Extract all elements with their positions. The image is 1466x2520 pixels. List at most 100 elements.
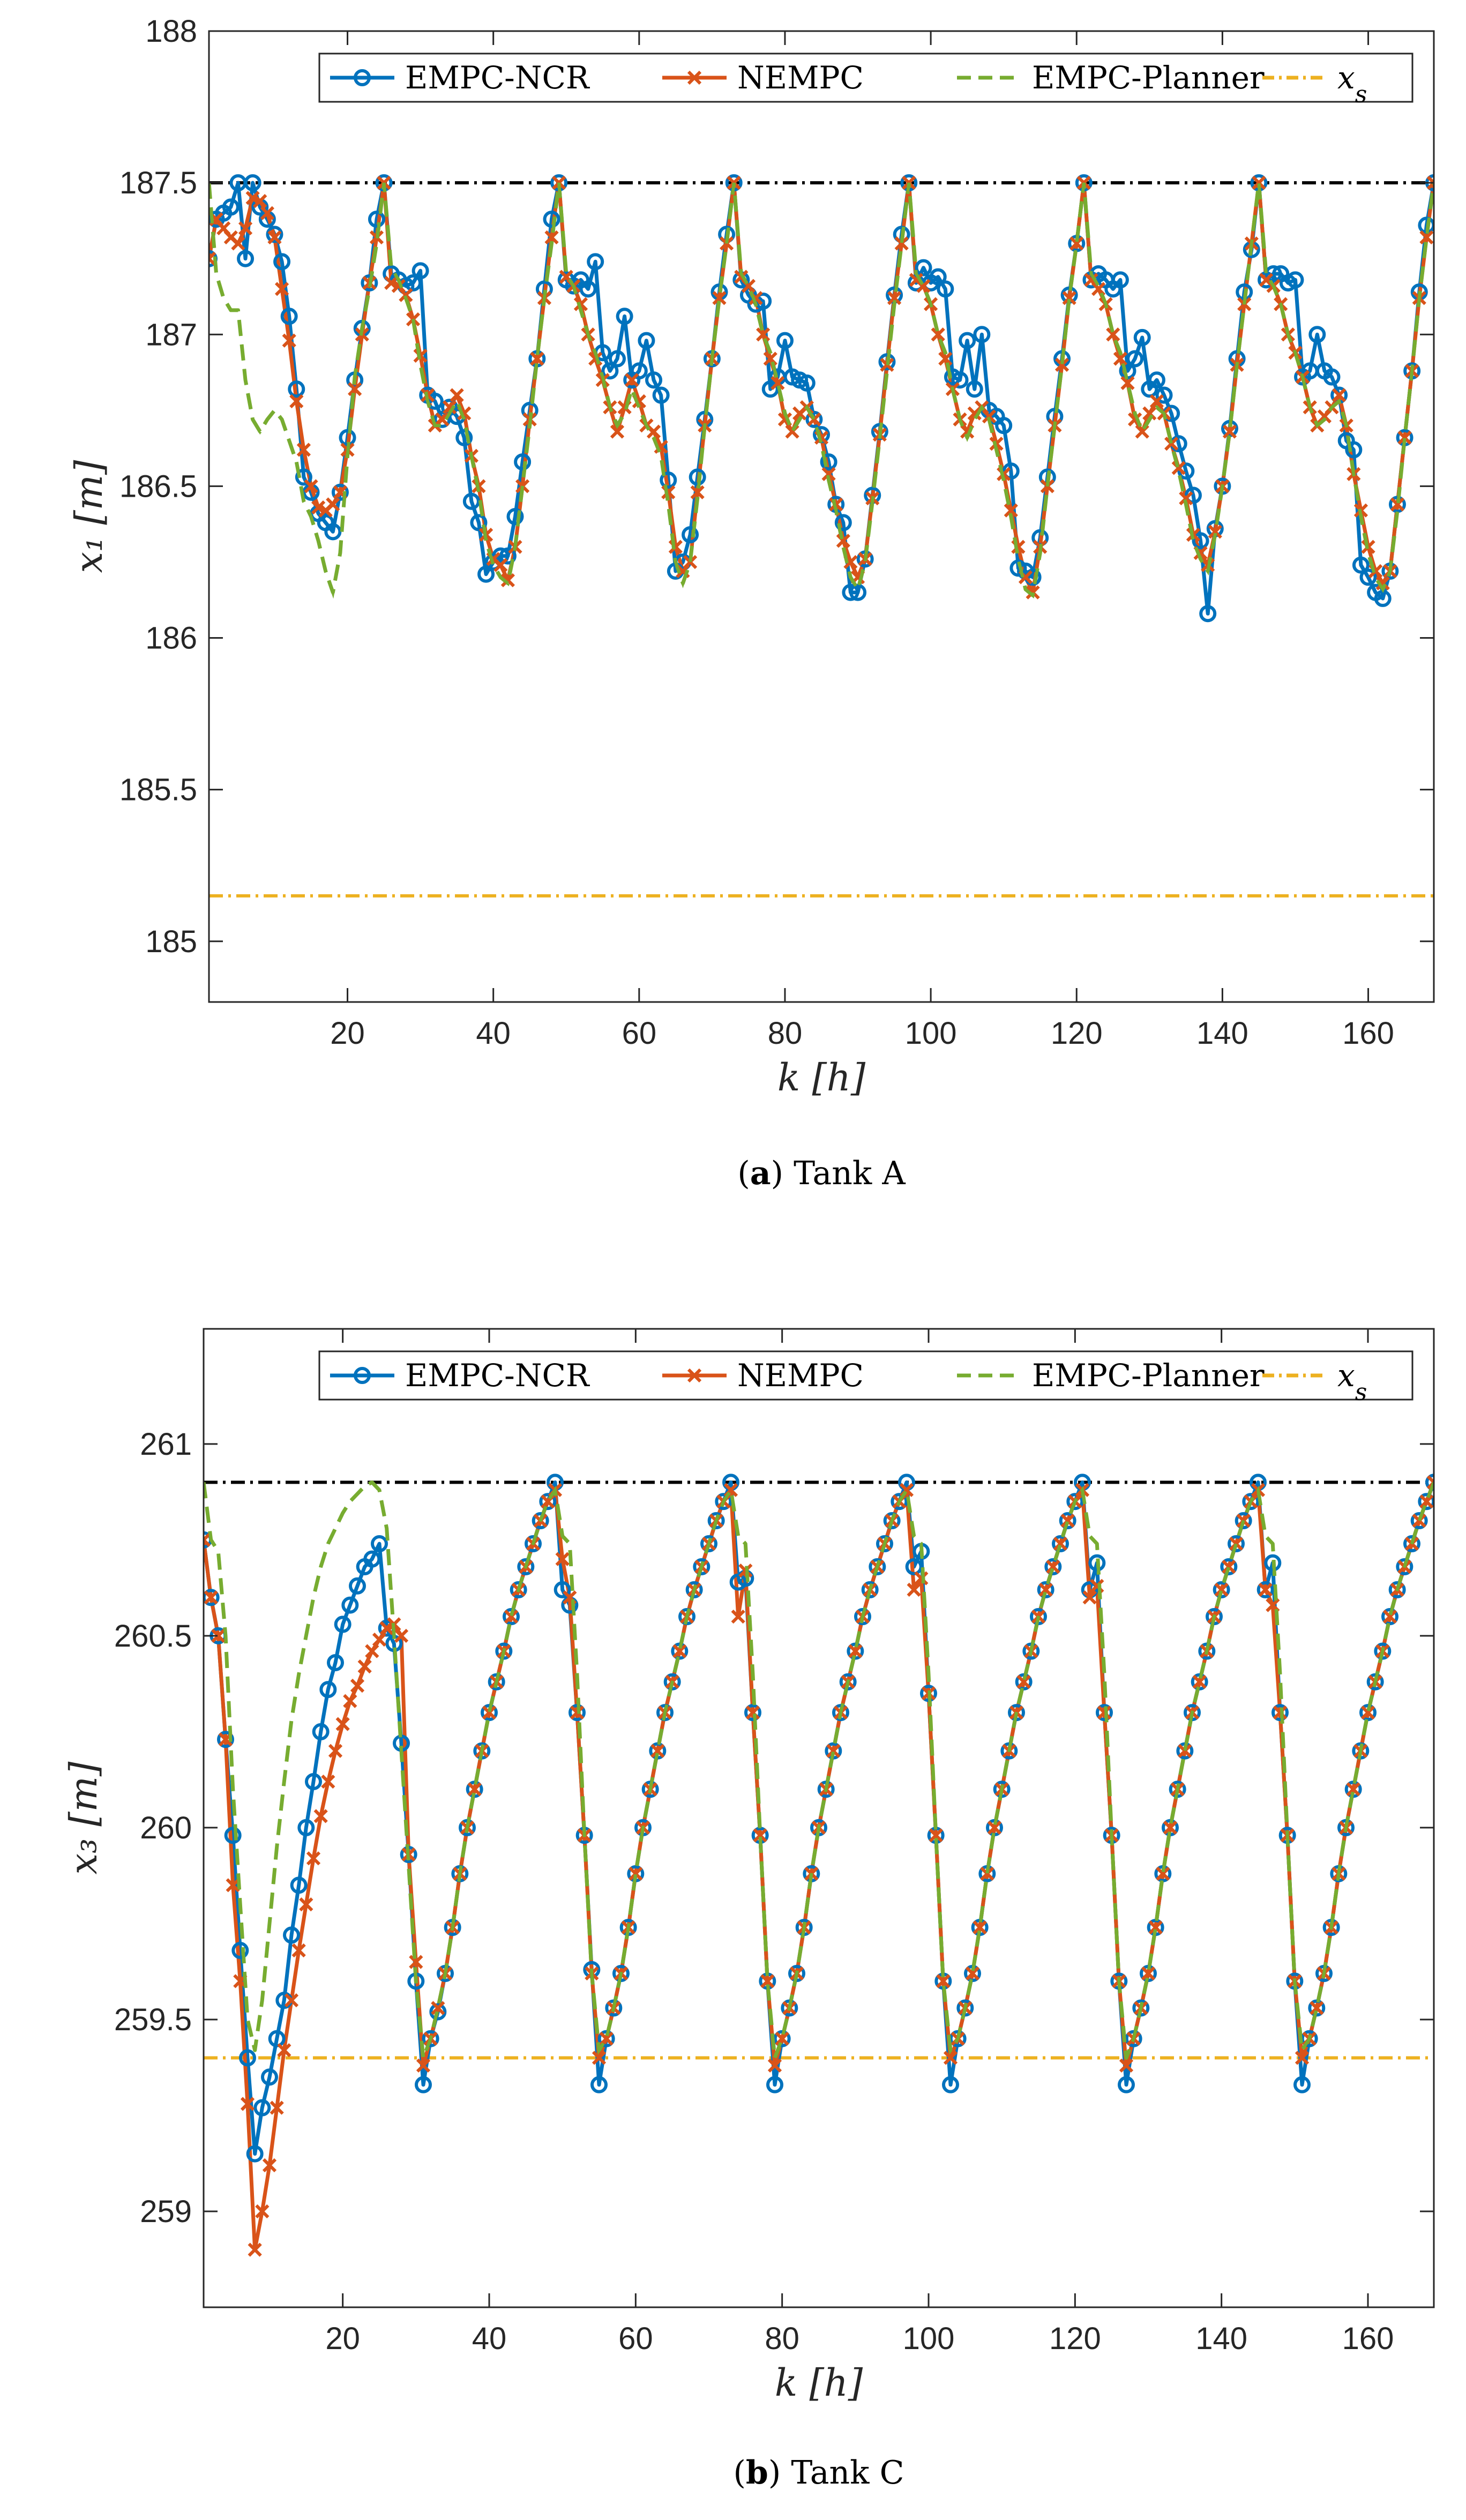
marker-nempc — [313, 1809, 328, 1823]
marker-empc-ncr — [849, 584, 867, 601]
marker-empc-ncr — [1228, 1535, 1245, 1553]
legend-label-subscript: s — [1355, 81, 1367, 108]
marker-nempc — [350, 1678, 365, 1693]
marker-nempc — [1419, 1494, 1434, 1509]
legend-label: EMPC-NCR — [405, 59, 590, 96]
marker-nempc — [629, 1866, 643, 1881]
chart-tank-c: 20 40 60 80 100 120 140 160 259 259.5 260 260.5 261 k… — [62, 1328, 1435, 2492]
marker-empc-ncr — [331, 483, 349, 501]
marker-nempc — [211, 1628, 226, 1643]
marker-empc-ncr — [700, 1535, 717, 1553]
marker-nempc — [760, 1974, 775, 1988]
figure-tank-c: 20 40 60 80 100 120 140 160 259 259.5 260 260.5 261 k… — [0, 1275, 1466, 2520]
marker-nempc — [573, 297, 588, 311]
marker-nempc — [943, 2051, 958, 2065]
marker-empc-ncr — [956, 1999, 974, 2017]
marker-empc-ncr — [597, 2030, 615, 2047]
marker-nempc — [599, 2031, 614, 2046]
y-tick-label: 185.5 — [119, 773, 197, 807]
marker-empc-ncr — [1366, 1673, 1384, 1691]
marker-empc-ncr — [280, 308, 298, 325]
marker-nempc — [1171, 461, 1186, 475]
marker-nempc — [1148, 1920, 1163, 1935]
marker-empc-ncr — [854, 1608, 871, 1626]
marker-empc-ncr — [412, 262, 429, 280]
legend-label: EMPC-Planner — [1032, 59, 1265, 96]
x-tick-label: 80 — [768, 1016, 803, 1051]
marker-empc-ncr — [693, 1558, 710, 1575]
chart-tank-a: 20 40 60 80 100 120 140 160 185 185.5 186 186.5 187 1… — [67, 14, 1435, 1192]
marker-nempc — [1106, 327, 1120, 342]
marker-empc-ncr — [1265, 265, 1282, 282]
marker-empc-ncr — [966, 380, 983, 398]
marker-empc-ncr — [1177, 462, 1195, 480]
marker-nempc — [311, 500, 326, 515]
marker-empc-ncr — [1148, 371, 1165, 389]
marker-empc-ncr — [470, 514, 488, 532]
marker-nempc — [467, 1782, 482, 1797]
marker-nempc — [1149, 394, 1164, 408]
y-axis-label: x₃ [m] — [62, 1761, 106, 1874]
marker-empc-ncr — [231, 1942, 249, 1960]
marker-empc-ncr — [1037, 1581, 1054, 1598]
marker-empc-ncr — [1403, 1535, 1420, 1553]
caption-open-paren: ( — [737, 1155, 750, 1192]
marker-nempc — [938, 352, 953, 366]
marker-nempc — [274, 282, 289, 296]
marker-empc-ncr — [820, 453, 837, 471]
marker-empc-ncr — [554, 1581, 571, 1598]
marker-nempc — [753, 1828, 767, 1843]
marker-nempc — [1208, 525, 1222, 539]
marker-nempc — [226, 1878, 240, 1893]
marker-nempc — [394, 1628, 409, 1643]
marker-empc-ncr — [324, 523, 342, 541]
caption-letter: a — [750, 1155, 771, 1192]
marker-nempc — [384, 275, 399, 290]
marker-nempc — [1360, 1705, 1375, 1720]
marker-nempc — [712, 291, 727, 305]
marker-nempc — [907, 1582, 921, 1597]
marker-nempc — [248, 2242, 262, 2257]
marker-nempc — [610, 424, 625, 439]
marker-empc-ncr — [371, 1535, 388, 1553]
marker-nempc — [282, 333, 296, 348]
marker-empc-ncr — [361, 274, 378, 291]
marker-empc-ncr — [609, 350, 626, 368]
marker-empc-ncr — [878, 353, 896, 371]
marker-empc-ncr — [305, 1773, 322, 1790]
marker-empc-ncr — [929, 268, 947, 286]
marker-nempc — [296, 443, 311, 457]
marker-empc-ncr — [766, 2076, 783, 2093]
marker-empc-ncr — [744, 1704, 761, 1722]
marker-empc-ncr — [1155, 386, 1173, 404]
marker-nempc — [379, 1621, 394, 1635]
marker-empc-ncr — [477, 565, 495, 583]
x-tick-label: 160 — [1342, 2321, 1394, 2356]
marker-empc-ncr — [1192, 532, 1209, 550]
marker-nempc — [240, 2097, 255, 2111]
marker-empc-ncr — [415, 2076, 432, 2093]
marker-nempc — [1266, 1598, 1280, 1612]
marker-empc-ncr — [1132, 1999, 1150, 2017]
x-tick-label: 60 — [622, 1016, 657, 1051]
marker-empc-ncr — [685, 1581, 703, 1598]
x-tick-label: 20 — [325, 2321, 360, 2356]
marker-nempc — [1113, 352, 1128, 366]
caption-close-paren: ) — [771, 1155, 794, 1192]
marker-empc-ncr — [462, 492, 480, 510]
marker-empc-ncr — [422, 2030, 439, 2047]
marker-nempc — [775, 2031, 789, 2046]
marker-empc-ncr — [798, 374, 816, 392]
marker-nempc — [372, 1632, 387, 1647]
legend-label: NEMPC — [737, 1357, 864, 1394]
marker-empc-ncr — [268, 2030, 286, 2047]
marker-nempc — [209, 251, 216, 266]
marker-nempc — [672, 1644, 687, 1658]
marker-empc-ncr — [341, 1596, 359, 1614]
marker-empc-ncr — [1096, 1704, 1113, 1722]
figure-caption: (a) Tank A — [737, 1155, 906, 1192]
marker-empc-ncr — [266, 226, 283, 243]
marker-nempc — [826, 1744, 841, 1758]
marker-empc-ncr — [660, 472, 677, 489]
marker-empc-ncr — [682, 526, 699, 543]
